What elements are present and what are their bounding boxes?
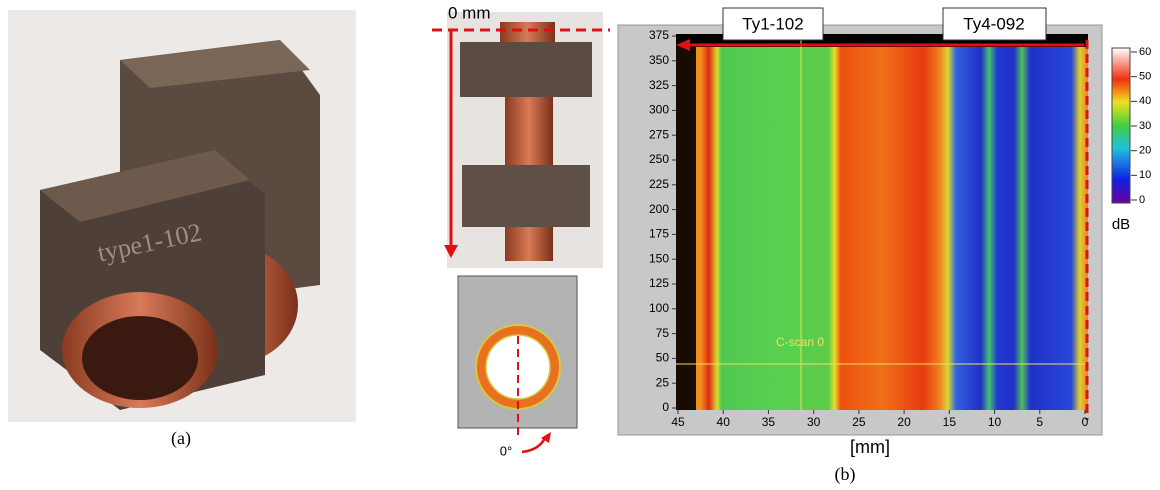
y-tick-label: 325: [649, 78, 669, 92]
y-tick-label: 125: [649, 276, 669, 290]
cscan-edge: [676, 34, 696, 410]
specimen-label: Ty4-092: [963, 14, 1024, 33]
x-tick-label: 0: [1082, 415, 1089, 429]
colorbar-tick-label: 0: [1139, 194, 1145, 206]
y-tick-label: 50: [656, 351, 670, 365]
cscan-image: [676, 34, 1088, 410]
colorbar-tick-label: 40: [1139, 95, 1151, 107]
x-tick-label: 40: [717, 415, 731, 429]
y-tick-label: 200: [649, 202, 669, 216]
x-tick-label: 10: [988, 415, 1002, 429]
y-tick-label: 350: [649, 53, 669, 67]
colorbar-tick-label: 60: [1139, 46, 1151, 58]
y-tick-label: 100: [649, 301, 669, 315]
x-tick-label: 15: [943, 415, 957, 429]
y-tick-label: 150: [649, 251, 669, 265]
x-tick-label: 45: [671, 415, 685, 429]
colorbar-unit: dB: [1112, 216, 1130, 233]
y-tick-label: 0: [662, 400, 669, 414]
colorbar-tick-label: 20: [1139, 145, 1151, 157]
colorbar-tick-label: 30: [1139, 120, 1151, 132]
x-tick-label: 25: [852, 415, 866, 429]
y-tick-label: 25: [656, 375, 670, 389]
y-tick-label: 250: [649, 152, 669, 166]
x-tick-label: 5: [1036, 415, 1043, 429]
origin-label: 0 mm: [448, 3, 491, 22]
photo-a: type1-102: [8, 10, 356, 422]
y-tick-label: 175: [649, 227, 669, 241]
y-tick-label: 75: [656, 326, 670, 340]
x-tick-label: 35: [762, 415, 776, 429]
y-tick-label: 275: [649, 127, 669, 141]
photo-b: [432, 12, 610, 268]
colorbar-tick-label: 50: [1139, 71, 1151, 83]
figure: type1-102 (a) 0 mm 0° C-scan 0 Ty1-102 T…: [0, 0, 1160, 490]
y-tick-label: 225: [649, 177, 669, 191]
colorbar: [1112, 48, 1130, 203]
angle-label: 0°: [500, 443, 512, 458]
colorbar-tick-label: 10: [1139, 169, 1151, 181]
x-axis-label: [mm]: [850, 437, 890, 457]
overlay: C-scan 0: [776, 335, 824, 349]
y-tick-label: 375: [649, 28, 669, 42]
x-tick-label: 20: [897, 415, 911, 429]
caption: (b): [835, 464, 856, 485]
x-tick-label: 30: [807, 415, 821, 429]
caption: (a): [171, 428, 191, 449]
y-tick-label: 300: [649, 103, 669, 117]
specimen-label: Ty1-102: [742, 14, 803, 33]
section-diagram: [458, 276, 577, 452]
